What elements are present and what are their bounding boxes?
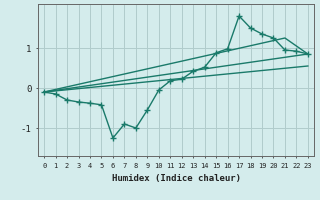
X-axis label: Humidex (Indice chaleur): Humidex (Indice chaleur) bbox=[111, 174, 241, 184]
